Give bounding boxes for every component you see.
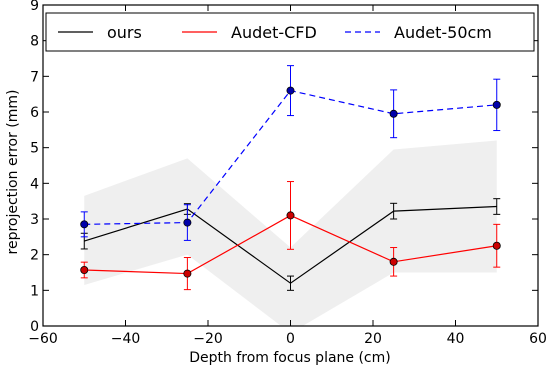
data-point <box>286 211 295 220</box>
y-tick-label: 3 <box>30 212 39 228</box>
x-tick-label: 60 <box>529 331 547 347</box>
y-tick-label: 8 <box>30 34 39 50</box>
y-tick-label: 0 <box>30 319 39 335</box>
y-tick-label: 5 <box>30 141 39 157</box>
legend-label-ours: ours <box>107 23 142 42</box>
x-tick-label: −60 <box>28 331 58 347</box>
series-audet-50cm <box>80 65 501 241</box>
shaded-band-layer <box>84 140 497 326</box>
y-tick-label: 2 <box>30 248 39 264</box>
data-point <box>389 109 398 118</box>
shaded-band <box>84 140 497 326</box>
data-point <box>492 100 501 109</box>
data-point <box>286 86 295 95</box>
data-point <box>183 218 192 227</box>
data-point <box>183 269 192 278</box>
x-axis-label: Depth from focus plane (cm) <box>189 350 390 366</box>
x-tick-label: 20 <box>364 331 382 347</box>
x-tick-label: 0 <box>286 331 295 347</box>
legend-label-audet-cfd: Audet-CFD <box>231 23 317 42</box>
legend-label-audet-50cm: Audet-50cm <box>394 23 492 42</box>
data-point <box>389 257 398 266</box>
y-tick-label: 7 <box>30 69 39 85</box>
legend: ours Audet-CFD Audet-50cm <box>45 12 535 52</box>
legend-box <box>45 12 535 52</box>
y-tick-label: 9 <box>30 0 39 14</box>
x-tick-label: −40 <box>111 331 141 347</box>
y-tick-label: 4 <box>30 176 39 192</box>
x-tick-label: 40 <box>447 331 465 347</box>
series-audet-cfd <box>80 181 501 291</box>
data-point <box>80 266 89 275</box>
data-point <box>492 241 501 250</box>
series-layer <box>80 65 501 291</box>
data-point <box>80 220 89 229</box>
y-tick-label: 6 <box>30 105 39 121</box>
y-axis-label: reprojection error (mm) <box>5 90 21 255</box>
x-tick-label: −20 <box>193 331 223 347</box>
y-tick-label: 1 <box>30 283 39 299</box>
